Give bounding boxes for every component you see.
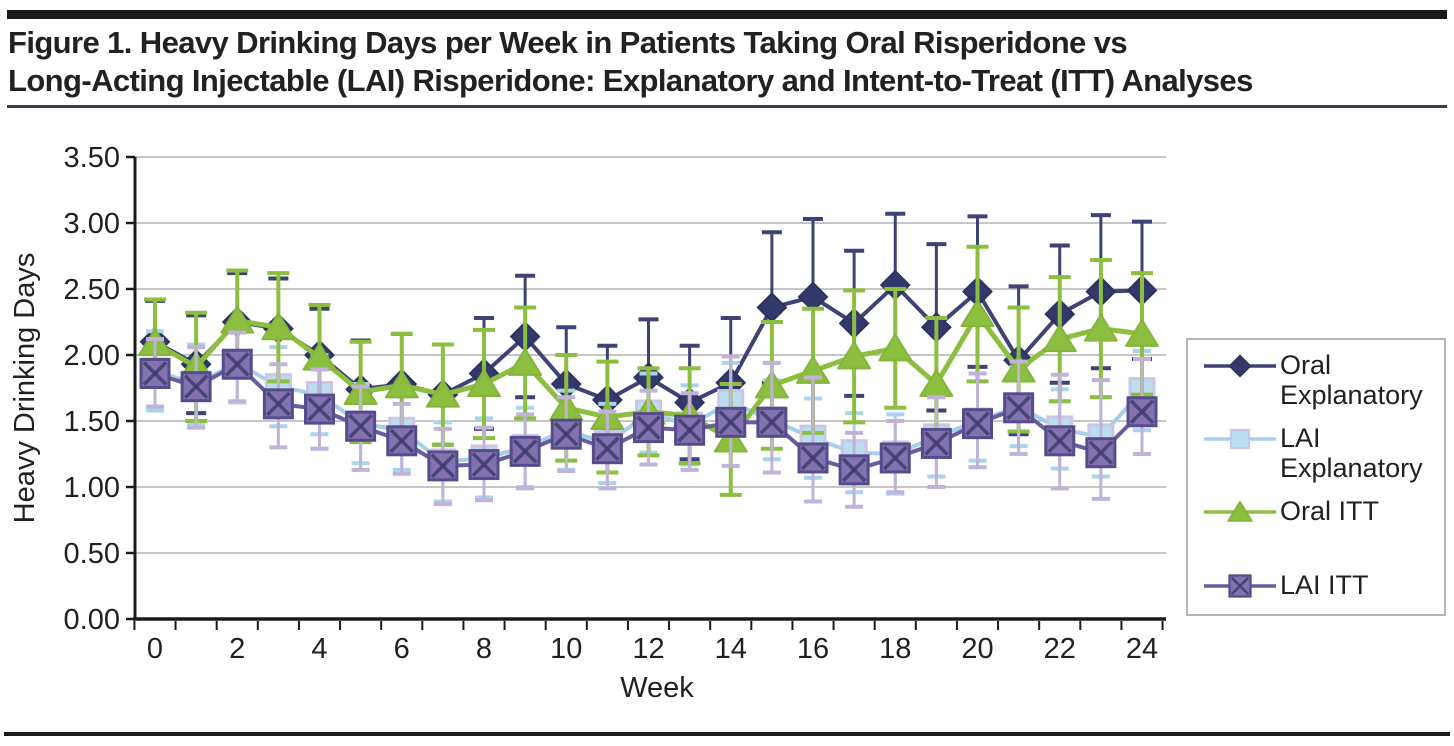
x-tick-label: 22 [1044, 633, 1076, 665]
x-tick-label: 6 [394, 633, 410, 665]
legend-label: LAI ITT [1280, 570, 1369, 600]
legend-marker-diamond-icon [1204, 354, 1276, 378]
legend-marker-square-icon [1204, 428, 1276, 450]
legend-item-lai-itt: LAI ITT [1202, 570, 1440, 600]
y-axis-title: Heavy Drinking Days [9, 253, 41, 524]
x-axis-title: Week [620, 672, 694, 704]
x-tick-label: 10 [550, 633, 582, 665]
x-tick-label: 16 [797, 633, 829, 665]
legend-item-lai-explanatory: LAI Explanatory [1202, 423, 1440, 483]
legend-label: Oral Explanatory [1280, 350, 1423, 410]
top-rule [7, 10, 1447, 19]
axes: 0.000.501.001.502.002.503.003.500 2 4 6 8 10 1… [9, 142, 1166, 704]
y-tick-label: 1.00 [64, 472, 120, 504]
legend-item-oral-explanatory: Oral Explanatory [1202, 350, 1440, 410]
y-tick-label: 3.50 [64, 142, 120, 174]
y-tick-label: 2.50 [64, 274, 120, 306]
legend-marker-square-x-icon [1204, 574, 1276, 598]
y-tick-label: 0.50 [64, 538, 120, 570]
legend-marker-triangle-icon [1204, 500, 1276, 522]
x-tick-label: 4 [311, 633, 327, 665]
y-tick-label: 0.00 [64, 604, 120, 636]
x-tick-label: 24 [1126, 633, 1158, 665]
x-tick-label: 8 [476, 633, 492, 665]
y-tick-label: 1.50 [64, 406, 120, 438]
legend-label: LAI Explanatory [1280, 423, 1423, 483]
x-tick-label: 0 [147, 633, 163, 665]
x-tick-label: 18 [879, 633, 911, 665]
x-tick-label: 2 [229, 633, 245, 665]
figure-title-line2: Long-Acting Injectable (LAI) Risperidone… [8, 63, 1253, 98]
x-tick-label: 12 [632, 633, 664, 665]
series-lai-itt [139, 330, 1158, 509]
figure-title-line1: Figure 1. Heavy Drinking Days per Week i… [8, 25, 1128, 60]
figure-title: Figure 1. Heavy Drinking Days per Week i… [8, 24, 1448, 100]
legend-label: Oral ITT [1280, 496, 1379, 526]
legend: Oral Explanatory LAI Explanatory Oral ITT L… [1186, 338, 1446, 616]
title-underline [7, 105, 1447, 108]
legend-item-oral-itt: Oral ITT [1202, 496, 1440, 526]
y-tick-label: 2.00 [64, 340, 120, 372]
y-tick-label: 3.00 [64, 208, 120, 240]
bottom-rule [4, 732, 1450, 736]
x-tick-label: 14 [715, 633, 747, 665]
x-tick-label: 20 [961, 633, 993, 665]
